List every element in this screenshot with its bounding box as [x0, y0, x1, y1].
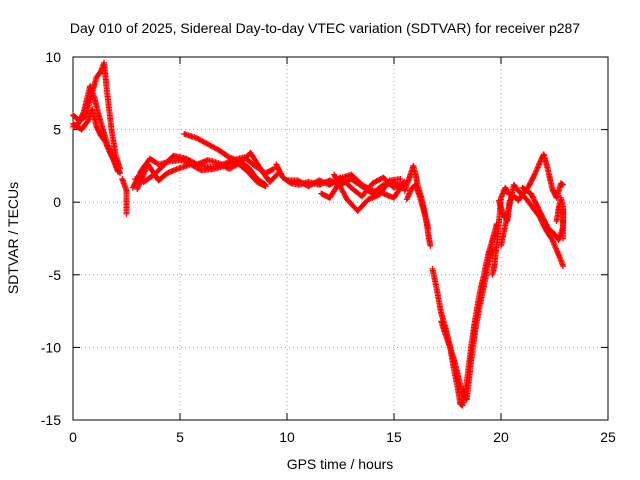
x-tick-label: 25 — [600, 429, 616, 445]
data-point-track — [553, 194, 567, 242]
x-tick-label: 5 — [176, 429, 184, 445]
data-point-track — [70, 106, 121, 175]
data-point-track — [438, 245, 496, 403]
y-axis-label: SDTVAR / TECUs — [5, 182, 21, 294]
data-point-track — [429, 220, 500, 409]
y-tick-label: 0 — [53, 194, 61, 210]
plot-frame — [72, 56, 609, 421]
data-point-track — [181, 131, 269, 188]
y-tick-label: 5 — [53, 122, 61, 138]
x-tick-label: 0 — [69, 429, 77, 445]
grid — [73, 57, 608, 420]
x-axis-label: GPS time / hours — [287, 456, 394, 472]
y-tick-label: -5 — [49, 267, 62, 283]
data-point-track — [401, 162, 434, 249]
y-tick-labels: 10 5 0 -5 -10 -15 — [41, 49, 61, 428]
y-tick-label: 10 — [45, 49, 61, 65]
data-point-track — [331, 171, 404, 214]
x-tick-labels: 0 5 10 15 20 25 — [69, 429, 616, 445]
data-point-track — [70, 59, 124, 172]
data-point-track — [403, 181, 432, 232]
x-tick-label: 20 — [493, 429, 509, 445]
x-tick-label: 10 — [279, 429, 295, 445]
data-points — [70, 59, 567, 409]
y-tick-label: -10 — [41, 339, 61, 355]
data-point-track — [119, 176, 130, 217]
axis-ticks — [72, 56, 609, 421]
chart-title: Day 010 of 2025, Sidereal Day-to-day VTE… — [70, 20, 580, 36]
y-tick-label: -15 — [41, 412, 61, 428]
data-point-track — [318, 171, 406, 201]
x-tick-label: 15 — [386, 429, 402, 445]
data-point-track — [498, 181, 522, 249]
